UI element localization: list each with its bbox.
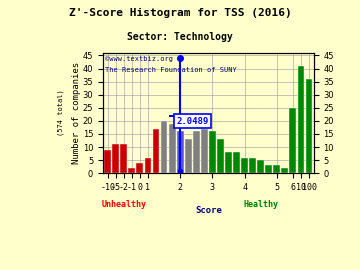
Bar	[120, 144, 127, 173]
Bar	[257, 160, 264, 173]
Bar	[241, 158, 248, 173]
Bar	[193, 131, 200, 173]
Bar	[136, 163, 143, 173]
Text: (574 total): (574 total)	[57, 90, 64, 136]
Text: Sector: Technology: Sector: Technology	[127, 32, 233, 42]
Text: Unhealthy: Unhealthy	[102, 200, 147, 209]
Y-axis label: Number of companies: Number of companies	[72, 62, 81, 164]
Text: 2.0489: 2.0489	[176, 117, 208, 126]
X-axis label: Score: Score	[195, 206, 222, 215]
Bar	[217, 139, 224, 173]
Text: Z'-Score Histogram for TSS (2016): Z'-Score Histogram for TSS (2016)	[69, 8, 291, 18]
Bar	[161, 121, 167, 173]
Bar	[298, 66, 305, 173]
Bar	[104, 150, 111, 173]
Bar	[282, 168, 288, 173]
Bar	[185, 139, 192, 173]
Bar	[249, 158, 256, 173]
Bar	[169, 123, 176, 173]
Text: ©www.textbiz.org: ©www.textbiz.org	[105, 56, 173, 62]
Bar	[153, 129, 159, 173]
Bar	[289, 108, 296, 173]
Bar	[233, 152, 240, 173]
Bar	[129, 168, 135, 173]
Text: The Research Foundation of SUNY: The Research Foundation of SUNY	[105, 67, 237, 73]
Bar	[265, 166, 272, 173]
Bar	[177, 131, 184, 173]
Bar	[144, 158, 151, 173]
Bar	[112, 144, 119, 173]
Bar	[209, 131, 216, 173]
Bar	[225, 152, 232, 173]
Text: Healthy: Healthy	[244, 200, 279, 209]
Bar	[306, 79, 312, 173]
Bar	[273, 166, 280, 173]
Bar	[201, 129, 208, 173]
